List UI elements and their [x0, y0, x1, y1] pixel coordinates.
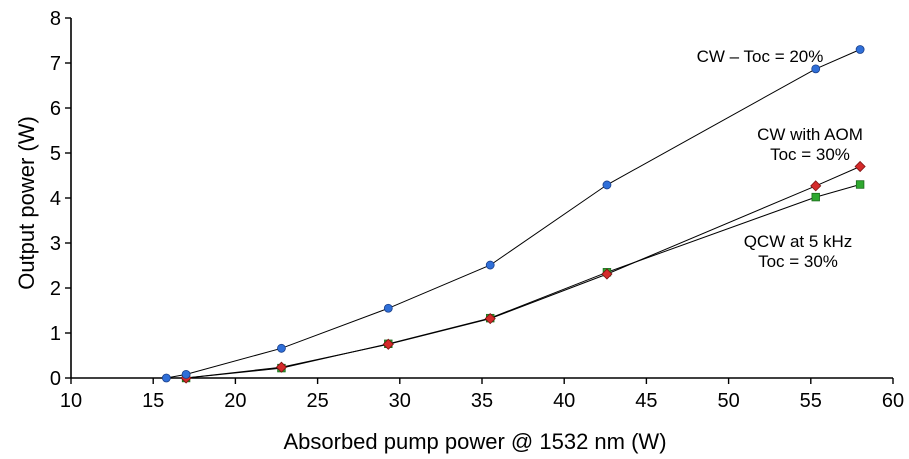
data-point: [855, 45, 865, 54]
x-tick-label: 25: [306, 390, 328, 412]
x-tick-label: 30: [389, 390, 411, 412]
annotation-label: CW with AOM: [757, 125, 863, 144]
data-point: [811, 192, 820, 202]
data-point: [811, 64, 821, 74]
axes: [70, 18, 893, 379]
data-point: [602, 180, 612, 190]
y-tick-label: 2: [50, 278, 61, 300]
x-tick-label: 40: [553, 390, 575, 412]
data-point: [810, 180, 822, 192]
data-point: [277, 343, 286, 353]
series-line-0: [166, 49, 861, 379]
series-markers: [161, 45, 866, 384]
data-point: [601, 268, 613, 280]
x-tick-label: 35: [471, 390, 493, 412]
data-point: [382, 338, 394, 350]
y-tick-label: 3: [50, 233, 61, 255]
data-point: [161, 373, 171, 383]
y-tick-label: 8: [50, 8, 61, 30]
y-tick-label: 4: [50, 188, 61, 210]
x-tick-label: 15: [142, 390, 164, 412]
data-point: [484, 313, 496, 325]
y-axis-title: Output power (W): [14, 116, 39, 290]
y-tick-label: 7: [50, 53, 61, 75]
y-tick-label: 5: [50, 143, 61, 165]
y-tick-label: 0: [50, 368, 61, 390]
x-tick-label: 55: [800, 390, 822, 412]
data-point: [854, 160, 866, 173]
x-tick-label: 50: [717, 390, 739, 412]
series-line-2: [186, 184, 861, 379]
annotation-label: QCW at 5 kHz: [744, 232, 853, 251]
x-axis-title: Absorbed pump power @ 1532 nm (W): [283, 429, 666, 454]
annotation-label: CW – Toc = 20%: [697, 47, 824, 66]
data-point: [485, 260, 495, 270]
x-ticks: 10 15 20 25 30 35 40 45 50 55 60: [60, 378, 904, 412]
x-tick-label: 20: [224, 390, 246, 412]
data-point: [855, 180, 865, 189]
data-point: [383, 303, 393, 313]
x-tick-label: 10: [60, 390, 82, 412]
y-tick-label: 6: [50, 98, 61, 120]
series-lines: [166, 49, 861, 379]
data-point: [181, 369, 191, 379]
y-ticks: 0 1 2 3 4 5 6 7 8: [50, 8, 71, 390]
y-tick-label: 1: [50, 323, 61, 345]
annotation-label: Toc = 30%: [770, 145, 850, 164]
data-point: [275, 361, 287, 373]
annotation-label: Toc = 30%: [758, 252, 838, 271]
x-tick-label: 45: [635, 390, 657, 412]
x-tick-label: 60: [882, 390, 904, 412]
